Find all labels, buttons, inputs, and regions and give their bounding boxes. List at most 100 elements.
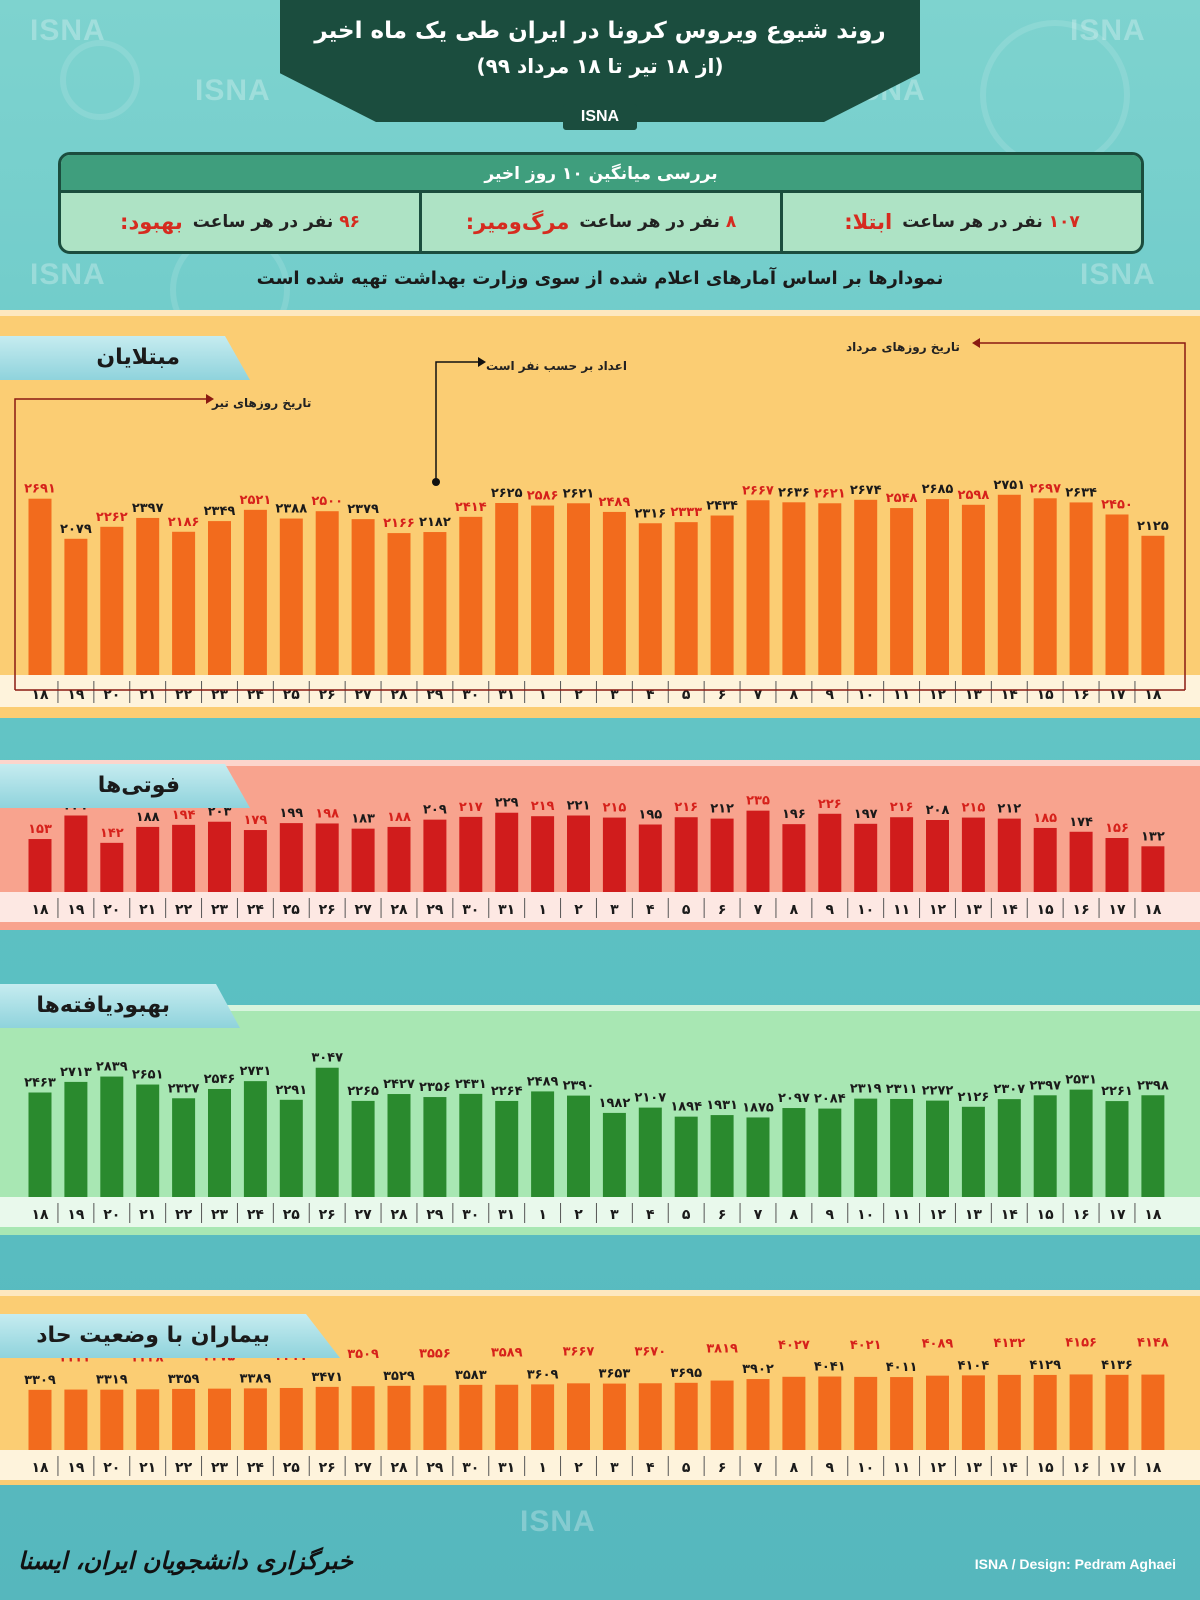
data-label: ۴۰۸۹ xyxy=(922,1337,954,1352)
bar xyxy=(890,508,914,675)
data-label: ۱۸۳ xyxy=(351,812,375,827)
bar xyxy=(1141,1374,1165,1450)
bar xyxy=(208,821,231,892)
tick-label: ۱ xyxy=(538,1207,547,1223)
tick-label: ۱۱ xyxy=(893,687,910,703)
bar xyxy=(746,1117,770,1197)
data-label: ۳۴۷۱ xyxy=(311,1370,343,1385)
bar xyxy=(890,1098,914,1197)
bar xyxy=(136,517,160,675)
data-label: ۳۵۵۶ xyxy=(419,1346,451,1361)
bar xyxy=(1141,846,1165,892)
count-unit-annotation: اعداد بر حسب نفر است xyxy=(486,359,627,373)
data-label: ۲۲۹۱ xyxy=(275,1083,307,1098)
tick-label: ۱۳ xyxy=(965,902,983,918)
data-label: ۱۳۲ xyxy=(1141,829,1165,844)
summary-number: ۹۶ xyxy=(339,212,360,232)
tir-bracket xyxy=(14,398,206,690)
data-label: ۳۸۱۹ xyxy=(706,1342,738,1357)
data-label: ۳۹۰۲ xyxy=(742,1362,774,1377)
summary-label: مرگ‌ومیر: xyxy=(465,210,570,234)
data-label: ۲۳۰۷ xyxy=(993,1082,1025,1097)
bar xyxy=(926,820,949,892)
arrow-icon xyxy=(206,394,214,404)
data-label: ۴۱۳۶ xyxy=(1101,1358,1133,1373)
tick-label: ۲۷ xyxy=(355,1207,373,1223)
data-label: ۱۴۲ xyxy=(100,826,124,841)
bar xyxy=(387,1094,411,1197)
bar xyxy=(782,1376,806,1450)
tick-label: ۴ xyxy=(646,1460,655,1476)
bar xyxy=(351,828,375,892)
bar xyxy=(674,522,698,675)
tick-label: ۱۴ xyxy=(1001,1207,1019,1223)
bar xyxy=(315,1067,339,1197)
tick-label: ۱ xyxy=(538,1460,547,1476)
bar xyxy=(28,1389,52,1450)
data-label: ۱۹۴ xyxy=(172,808,196,823)
tick-label: ۲۲ xyxy=(175,687,193,703)
bar xyxy=(495,503,519,675)
data-label: ۲۲۶ xyxy=(818,797,842,812)
data-label: ۳۳۵۹ xyxy=(168,1372,200,1387)
header-banner: روند شیوع ویروس کرونا در ایران طی یک ماه… xyxy=(280,0,920,122)
bar xyxy=(710,818,734,892)
data-label: ۲۲۶۴ xyxy=(491,1084,523,1099)
bar xyxy=(1069,1089,1093,1197)
isna-logo: خبرگزاری دانشجویان ایران، ایسنا xyxy=(18,1546,353,1575)
tick-label: ۲۳ xyxy=(211,902,229,918)
watermark: ISNA xyxy=(520,1505,596,1538)
bar xyxy=(926,499,949,675)
tick-label: ۲۲ xyxy=(175,1207,193,1223)
tick-label: ۲۰ xyxy=(103,687,120,703)
bar xyxy=(961,1375,985,1450)
data-label: ۲۲۹ xyxy=(495,796,519,811)
data-label: ۲۴۱۴ xyxy=(455,500,487,515)
bar xyxy=(243,1081,267,1197)
data-label: ۲۷۱۳ xyxy=(60,1065,92,1080)
tick-label: ۳ xyxy=(610,902,619,918)
bar xyxy=(818,813,842,892)
bar xyxy=(638,1383,662,1450)
bar xyxy=(674,1382,698,1450)
data-label: ۲۳۸۸ xyxy=(275,502,307,517)
summary-value: ۹۶ نفر در هر ساعت xyxy=(193,212,360,232)
data-label: ۲۱۹ xyxy=(531,799,555,814)
summary-label: بهبود: xyxy=(120,210,183,234)
tick-label: ۱۸ xyxy=(1144,687,1162,703)
bar xyxy=(961,1106,985,1197)
cases-chart-title: مبتلایان xyxy=(0,336,250,380)
data-label: ۱۸۹۴ xyxy=(670,1100,702,1115)
data-label: ۲۵۳۱ xyxy=(1065,1073,1097,1088)
data-label: ۱۷۹ xyxy=(243,813,267,828)
data-label: ۲۶۹۷ xyxy=(1029,481,1061,496)
bar xyxy=(1033,827,1057,892)
tick-label: ۲۶ xyxy=(319,687,336,703)
summary-unit: نفر در هر ساعت xyxy=(902,212,1043,232)
tick-label: ۱۸ xyxy=(1144,1207,1162,1223)
bar xyxy=(567,815,590,892)
tick-label: ۱ xyxy=(538,687,547,703)
data-label: ۴۰۱۱ xyxy=(886,1360,918,1375)
tick-label: ۱۹ xyxy=(67,902,85,918)
bar xyxy=(531,1091,555,1197)
data-label: ۱۵۳ xyxy=(28,822,52,837)
bar xyxy=(459,816,483,892)
bar xyxy=(602,511,626,675)
bar xyxy=(638,1107,662,1197)
data-label: ۳۳۱۹ xyxy=(96,1373,128,1388)
tick-label: ۳ xyxy=(610,1460,619,1476)
tick-label: ۲۷ xyxy=(355,687,373,703)
tick-label: ۱۲ xyxy=(929,687,947,703)
tick-label: ۲۵ xyxy=(283,687,301,703)
tick-label: ۲۹ xyxy=(426,1207,444,1223)
tick-label: ۱۴ xyxy=(1001,902,1019,918)
bar xyxy=(315,1386,339,1450)
data-label: ۲۶۲۱ xyxy=(563,486,595,501)
mordad-bracket xyxy=(980,342,1186,690)
bar xyxy=(64,1081,88,1197)
pointer-dot xyxy=(432,478,440,486)
bar xyxy=(997,494,1021,675)
bar xyxy=(279,823,303,892)
data-label: ۲۱۶۶ xyxy=(383,516,415,531)
